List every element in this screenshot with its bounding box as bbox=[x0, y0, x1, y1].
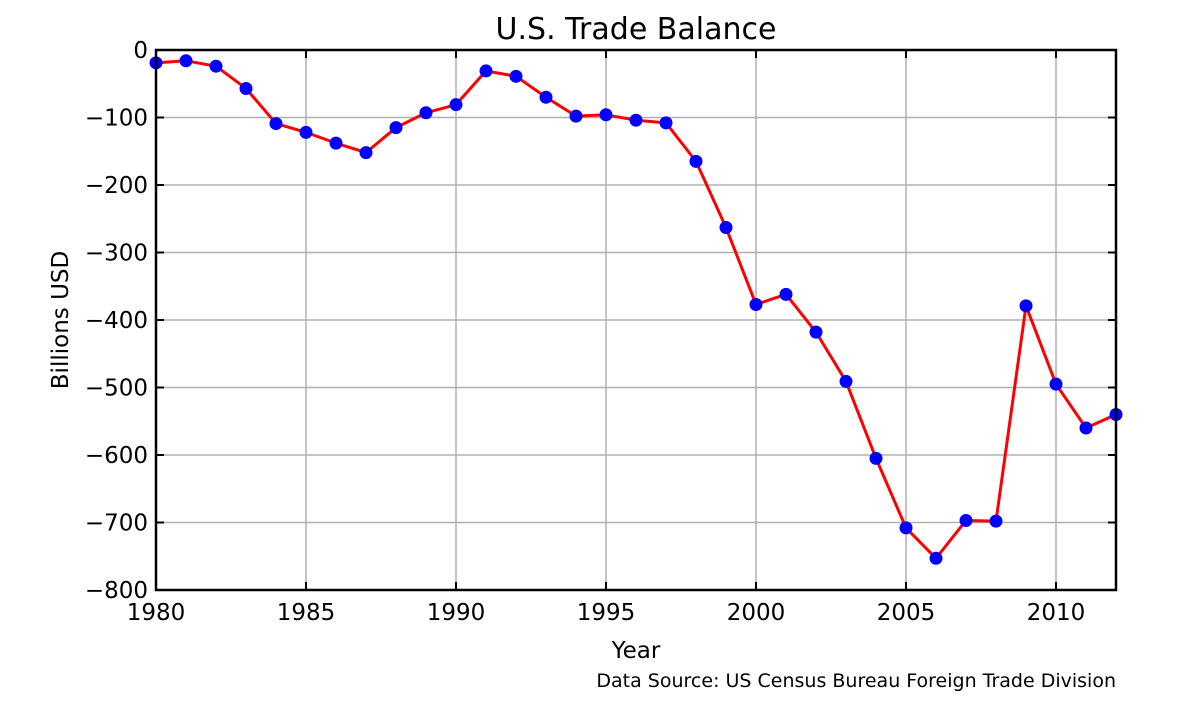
x-tick-label: 2010 bbox=[1027, 600, 1086, 626]
data-point bbox=[419, 106, 433, 120]
data-point bbox=[719, 221, 733, 235]
data-point bbox=[539, 90, 553, 104]
data-point bbox=[869, 451, 883, 465]
x-axis-label: Year bbox=[611, 638, 661, 664]
data-point bbox=[1079, 421, 1093, 435]
y-tick-label: −700 bbox=[85, 511, 148, 537]
data-point bbox=[779, 287, 793, 301]
y-axis-label: Billions USD bbox=[48, 251, 74, 389]
data-point bbox=[809, 325, 823, 339]
data-point bbox=[269, 117, 283, 131]
x-tick-label: 1990 bbox=[427, 600, 486, 626]
gridlines bbox=[155, 49, 1116, 591]
y-tick-label: −800 bbox=[85, 578, 148, 604]
data-point bbox=[749, 297, 763, 311]
data-point bbox=[479, 64, 493, 78]
y-tick-label: −600 bbox=[85, 443, 148, 469]
y-tick-label: −100 bbox=[85, 106, 148, 132]
y-tick-label: −400 bbox=[85, 308, 148, 334]
data-point bbox=[1049, 377, 1063, 391]
data-point bbox=[389, 121, 403, 135]
x-tick-label: 2005 bbox=[877, 600, 936, 626]
data-source-note: Data Source: US Census Bureau Foreign Tr… bbox=[596, 670, 1116, 692]
data-point bbox=[899, 521, 913, 535]
y-tick-label: −200 bbox=[85, 173, 148, 199]
data-point bbox=[1019, 299, 1033, 313]
x-tick-label: 2000 bbox=[727, 600, 786, 626]
x-tick-label: 1985 bbox=[277, 600, 336, 626]
y-tick-label: −300 bbox=[85, 241, 148, 267]
data-point bbox=[989, 514, 1003, 528]
data-points bbox=[149, 54, 1123, 565]
chart-title: U.S. Trade Balance bbox=[496, 12, 777, 47]
data-point bbox=[299, 125, 313, 139]
data-point bbox=[839, 374, 853, 388]
data-point bbox=[959, 513, 973, 527]
data-point bbox=[929, 551, 943, 565]
data-point bbox=[359, 146, 373, 160]
data-point bbox=[509, 69, 523, 83]
data-point bbox=[209, 59, 223, 73]
y-tick-label: 0 bbox=[133, 38, 148, 64]
trade-balance-line bbox=[155, 59, 1117, 560]
data-point bbox=[689, 154, 703, 168]
data-point bbox=[179, 54, 193, 68]
data-point bbox=[629, 113, 643, 127]
y-tick-label: −500 bbox=[85, 376, 148, 402]
x-tick-label: 1980 bbox=[127, 600, 186, 626]
data-point bbox=[569, 109, 583, 123]
data-point bbox=[599, 108, 613, 122]
data-point bbox=[659, 116, 673, 130]
x-tick-label: 1995 bbox=[577, 600, 636, 626]
data-point bbox=[239, 81, 253, 95]
axis-ticks: 1980 1985 1990 1995 2000 2005 2010 0 −100 −200 −30… bbox=[85, 38, 1116, 626]
data-point bbox=[329, 136, 343, 150]
data-point bbox=[449, 98, 463, 112]
